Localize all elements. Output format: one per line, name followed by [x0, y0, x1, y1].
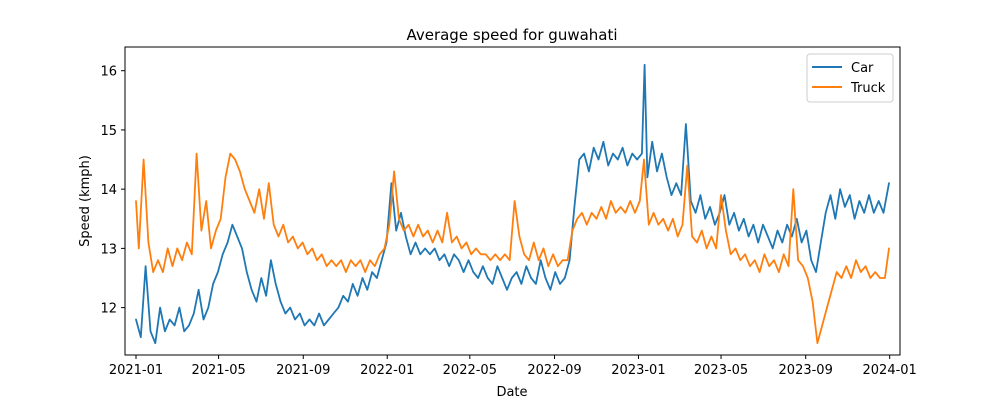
y-axis-label: Speed (kmph)	[78, 155, 93, 247]
x-tick-label: 2022-01	[360, 363, 414, 378]
x-tick-label: 2023-05	[694, 363, 748, 378]
y-tick-label: 13	[100, 242, 117, 257]
legend-label-truck: Truck	[850, 81, 886, 96]
legend-label-car: Car	[851, 61, 874, 76]
x-tick-label: 2023-01	[611, 363, 665, 378]
series-layer	[135, 63, 890, 345]
plot-frame	[124, 46, 901, 356]
x-axis: 2021-01 2021-05 2021-09 2022-01 2022-05 2022-…	[109, 355, 917, 378]
y-tick-label: 14	[100, 183, 117, 198]
x-tick-label: 2022-05	[443, 363, 497, 378]
series-line-car	[135, 63, 890, 345]
x-tick-label: 2024-01	[863, 363, 917, 378]
series-line-truck	[135, 152, 890, 345]
x-tick-label: 2023-09	[779, 363, 833, 378]
y-tick-label: 15	[100, 124, 117, 139]
x-tick-label: 2021-01	[109, 363, 163, 378]
y-tick-label: 16	[100, 65, 117, 80]
chart-title: Average speed for guwahati	[406, 26, 617, 44]
y-tick-label: 12	[100, 302, 117, 317]
x-tick-label: 2022-09	[527, 363, 581, 378]
y-axis: 12 13 14 15 16	[100, 65, 125, 317]
x-axis-label: Date	[496, 385, 527, 400]
x-tick-label: 2021-05	[191, 363, 245, 378]
legend: Car Truck	[806, 53, 894, 103]
x-tick-label: 2021-09	[276, 363, 330, 378]
